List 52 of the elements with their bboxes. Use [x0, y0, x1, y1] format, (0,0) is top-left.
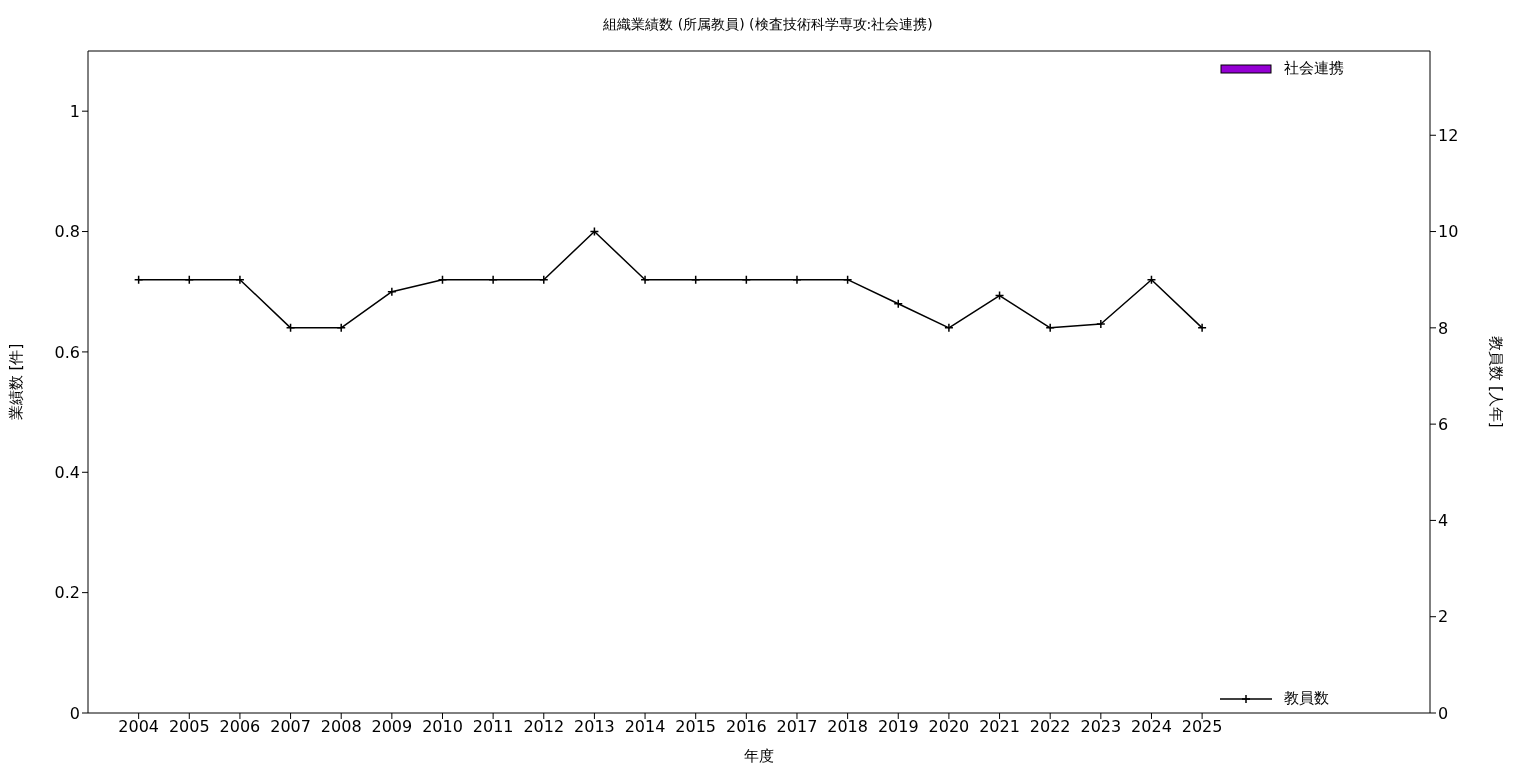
y2-tick-label: 0: [1438, 703, 1449, 723]
y2-tick-label: 12: [1438, 125, 1459, 145]
point: [1045, 323, 1055, 333]
x-tick-label: 2025: [1181, 717, 1223, 737]
point: [336, 323, 346, 333]
y-tick-label: 1: [69, 101, 80, 121]
y-tick-label: 0.6: [54, 342, 80, 362]
y-tick-label: 0.8: [54, 222, 80, 242]
x-tick-label: 2006: [219, 717, 261, 737]
point: [539, 274, 549, 285]
x-tick-label: 2017: [776, 717, 818, 737]
x-tick-label: 2008: [320, 717, 362, 737]
point: [1096, 319, 1106, 329]
y-axis-title: 業績数 [件]: [7, 343, 26, 421]
x-tick-label: 2022: [1029, 717, 1071, 737]
x-tick-label: 2011: [472, 717, 514, 737]
x-tick-label: 2021: [979, 717, 1020, 737]
point: [387, 286, 397, 297]
x-tick-label: 2019: [877, 717, 919, 737]
x-tick-label: 2004: [118, 717, 159, 737]
chart-title: 組織業績数 (所属教員) (検査技術科学専攻:社会連携): [602, 16, 934, 34]
y2-tick-label: 2: [1438, 607, 1449, 627]
x-tick-label: 2012: [523, 717, 565, 737]
point: [893, 299, 904, 309]
point: [640, 274, 650, 285]
x-tick-label: 2015: [675, 717, 717, 737]
x-tick-label: 2018: [827, 717, 868, 737]
x-tick-label: 2014: [624, 717, 666, 737]
x-axis-title: 年度: [744, 747, 774, 765]
y2-tick-label: 6: [1438, 414, 1449, 434]
y-tick-label: 0.4: [54, 462, 80, 482]
point: [944, 323, 954, 333]
y2-tick-label: 8: [1438, 318, 1449, 338]
point: [1197, 323, 1207, 333]
x-tick-label: 2020: [928, 717, 970, 737]
point: [285, 323, 296, 333]
y-tick-label: 0.2: [54, 583, 80, 603]
x-tick-label: 2010: [422, 717, 463, 737]
y2-tick-label: 10: [1438, 222, 1459, 242]
x-tick-label: 2009: [371, 717, 413, 737]
x-tick-label: 2023: [1080, 717, 1122, 737]
y2-axis-title: 教員数 [人年]: [1486, 336, 1505, 428]
point: [235, 274, 245, 285]
x-tick-label: 2005: [168, 717, 210, 737]
legend-label: 教員数: [1284, 689, 1329, 708]
legend-label: 社会連携: [1284, 59, 1344, 78]
y-tick-label: 0: [69, 703, 80, 723]
x-tick-label: 2007: [270, 717, 311, 737]
y2-tick-label: 4: [1438, 511, 1449, 531]
x-tick-label: 2013: [574, 717, 615, 737]
x-tick-label: 2024: [1131, 717, 1172, 737]
x-tick-label: 2016: [725, 717, 767, 737]
